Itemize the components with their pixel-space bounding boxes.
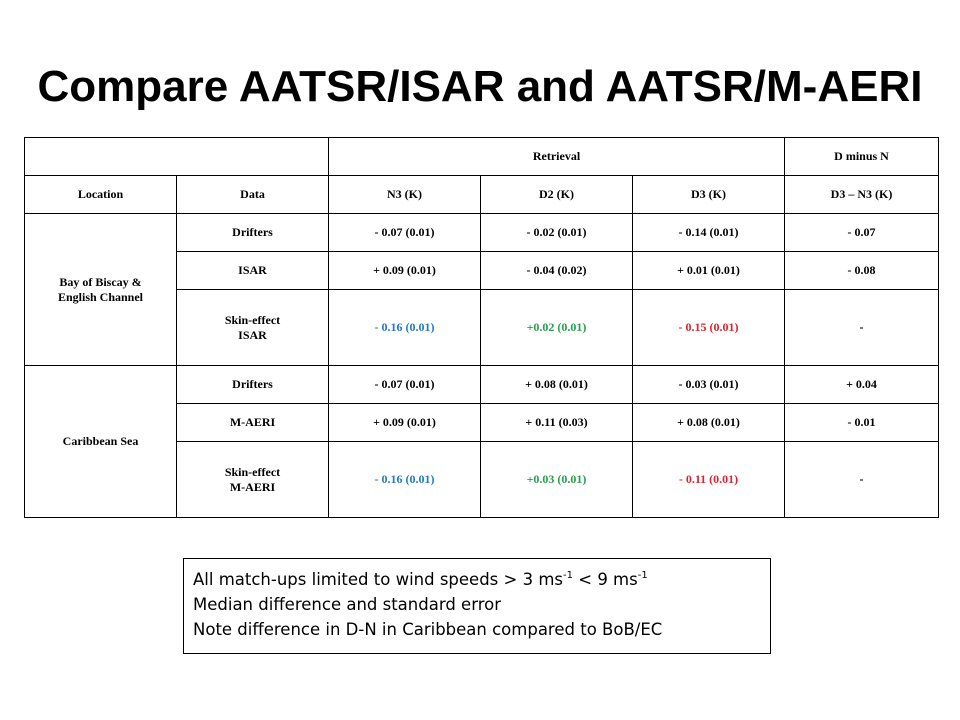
data-line: ISAR bbox=[238, 327, 267, 342]
data-cell: Skin-effect ISAR bbox=[176, 289, 329, 366]
column-header-d3: D3 (K) bbox=[631, 175, 786, 214]
data-line: Skin-effect bbox=[224, 312, 281, 327]
note-line-caribbean: Note difference in D-N in Caribbean comp… bbox=[193, 620, 663, 639]
location-line: Bay of Biscay & bbox=[59, 274, 142, 289]
column-header-location: Location bbox=[24, 175, 177, 214]
note-line-median: Median difference and standard error bbox=[193, 595, 501, 614]
note-text: All match-ups limited to wind speeds > 3… bbox=[193, 570, 564, 589]
n3-cell: + 0.09 (0.01) bbox=[328, 251, 481, 290]
notes-box: All match-ups limited to wind speeds > 3… bbox=[183, 558, 771, 654]
column-header-d3-minus-n3: D3 – N3 (K) bbox=[784, 175, 940, 214]
dn-cell: - 0.08 bbox=[784, 251, 940, 290]
d3-cell: - 0.03 (0.01) bbox=[631, 365, 786, 404]
data-line: M-AERI bbox=[229, 479, 276, 494]
d3-cell: + 0.08 (0.01) bbox=[631, 403, 786, 442]
note-superscript: -1 bbox=[637, 569, 648, 581]
n3-cell: - 0.07 (0.01) bbox=[328, 365, 481, 404]
column-header-d2: D2 (K) bbox=[480, 175, 633, 214]
location-cell-caribbean-sea: Caribbean Sea bbox=[24, 365, 177, 518]
location-line: Caribbean Sea bbox=[62, 434, 139, 448]
d-minus-n-header: D minus N bbox=[784, 137, 940, 176]
data-cell: Skin-effect M-AERI bbox=[176, 441, 329, 518]
table-row: Bay of Biscay & English Channel Drifters… bbox=[24, 213, 940, 366]
table-row: Skin-effect M-AERI - 0.16 (0.01) +0.03 (… bbox=[25, 441, 940, 518]
empty-header-cell bbox=[24, 137, 329, 176]
location-line: English Channel bbox=[57, 289, 144, 304]
data-cell: M-AERI bbox=[176, 403, 329, 442]
d3-cell: + 0.01 (0.01) bbox=[631, 251, 786, 290]
d2-cell: - 0.02 (0.01) bbox=[480, 213, 633, 252]
n3-cell: - 0.16 (0.01) bbox=[328, 289, 481, 366]
data-line: Skin-effect bbox=[224, 464, 281, 479]
d2-cell: +0.03 (0.01) bbox=[480, 441, 633, 518]
note-line-wind-speed: All match-ups limited to wind speeds > 3… bbox=[193, 567, 761, 592]
column-header-data: Data bbox=[176, 175, 329, 214]
dn-cell: - bbox=[784, 441, 940, 518]
dn-cell: + 0.04 bbox=[784, 365, 940, 404]
note-text: < 9 ms bbox=[573, 570, 638, 589]
data-cell: Drifters bbox=[176, 365, 329, 404]
note-superscript: -1 bbox=[563, 569, 573, 581]
dn-cell: - 0.01 bbox=[784, 403, 940, 442]
data-cell: Drifters bbox=[176, 213, 329, 252]
retrieval-header: Retrieval bbox=[327, 137, 786, 176]
d2-cell: + 0.11 (0.03) bbox=[480, 403, 633, 442]
d3-cell: - 0.14 (0.01) bbox=[631, 213, 786, 252]
table-column-header-row: Location Data N3 (K) D2 (K) D3 (K) D3 – … bbox=[24, 175, 940, 214]
d3-cell: - 0.11 (0.01) bbox=[631, 441, 786, 518]
d2-cell: +0.02 (0.01) bbox=[480, 289, 633, 366]
d2-cell: - 0.04 (0.02) bbox=[480, 251, 633, 290]
table-row: Caribbean Sea Drifters - 0.07 (0.01) + 0… bbox=[24, 365, 940, 518]
d2-cell: + 0.08 (0.01) bbox=[480, 365, 633, 404]
d3-cell: - 0.15 (0.01) bbox=[631, 289, 786, 366]
dn-cell: - 0.07 bbox=[784, 213, 940, 252]
table-row: M-AERI + 0.09 (0.01) + 0.11 (0.03) + 0.0… bbox=[25, 403, 940, 442]
column-header-n3: N3 (K) bbox=[328, 175, 481, 214]
data-cell: ISAR bbox=[176, 251, 329, 290]
comparison-table: Retrieval D minus N Location Data N3 (K)… bbox=[24, 137, 940, 518]
table-row: Skin-effect ISAR - 0.16 (0.01) +0.02 (0.… bbox=[25, 289, 940, 366]
table-row: ISAR + 0.09 (0.01) - 0.04 (0.02) + 0.01 … bbox=[25, 251, 940, 290]
n3-cell: - 0.07 (0.01) bbox=[328, 213, 481, 252]
n3-cell: - 0.16 (0.01) bbox=[328, 441, 481, 518]
location-cell-bay-of-biscay: Bay of Biscay & English Channel bbox=[24, 213, 177, 366]
slide-title: Compare AATSR/ISAR and AATSR/M-AERI bbox=[37, 62, 923, 111]
n3-cell: + 0.09 (0.01) bbox=[328, 403, 481, 442]
table-group-header-row: Retrieval D minus N bbox=[24, 137, 940, 176]
dn-cell: - bbox=[784, 289, 940, 366]
